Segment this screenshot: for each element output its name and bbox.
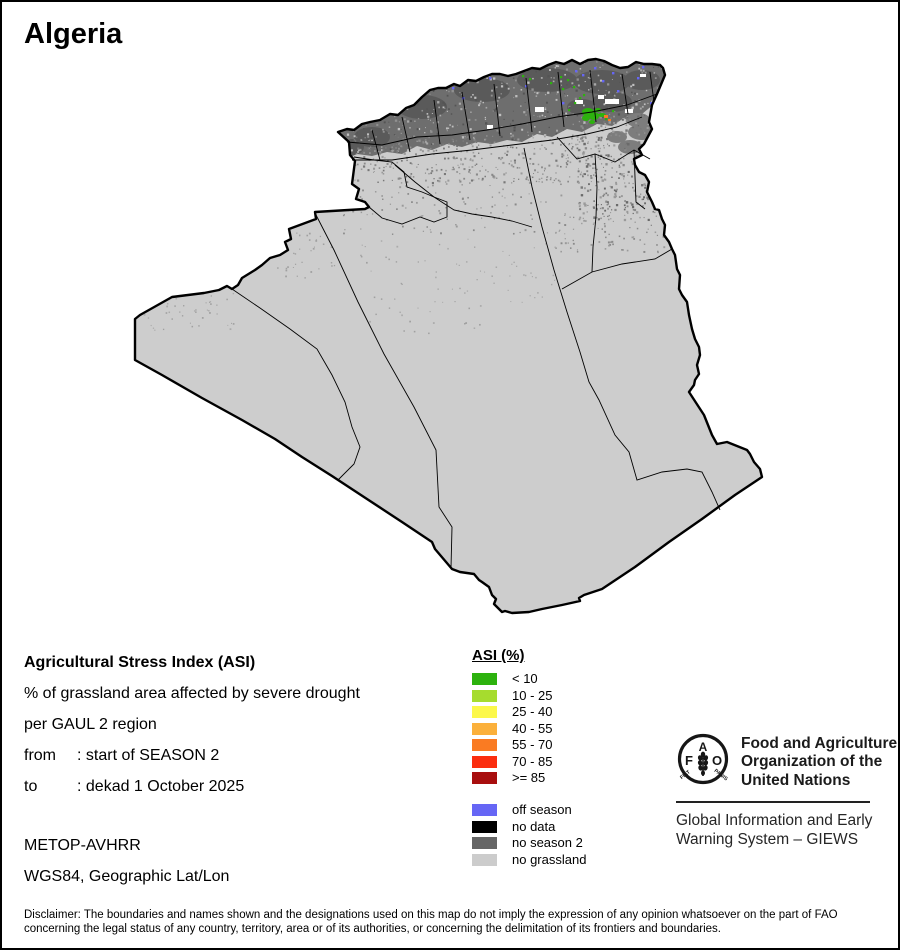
fao-logo-letter-o: O xyxy=(712,753,722,768)
legend-swatch xyxy=(472,804,497,816)
legend-class-row: 70 - 85 xyxy=(472,753,586,769)
giews-line1: Global Information and Early xyxy=(676,812,873,829)
fao-name-line3: United Nations xyxy=(741,771,851,789)
legend-swatch xyxy=(472,739,497,751)
page-title: Algeria xyxy=(24,18,123,50)
wheat-ear-icon xyxy=(697,751,709,776)
period-from: from : start of SEASON 2 xyxy=(24,747,360,765)
fao-logo-letter-f: F xyxy=(685,753,693,768)
legend-class-list: < 10 10 - 25 25 - 40 40 - 55 55 - 70 70 - 85 >… xyxy=(472,671,586,785)
legend-label: off season xyxy=(512,802,572,817)
from-value: : start of SEASON 2 xyxy=(77,747,220,764)
fao-name-line1: Food and Agriculture xyxy=(741,735,898,752)
projection-name: WGS84, Geographic Lat/Lon xyxy=(24,868,230,885)
disclaimer-text: Disclaimer: The boundaries and names sho… xyxy=(24,909,838,935)
legend-class-row: < 10 xyxy=(472,671,586,686)
fao-name: Food and Agriculture Organization of the… xyxy=(741,735,897,790)
fao-name-line2: Organization of the xyxy=(741,753,883,771)
asi-desc-line2: per GAUL 2 region xyxy=(24,716,157,733)
giews-line2: Warning System – GIEWS xyxy=(676,830,859,848)
legend-class-row: >= 85 xyxy=(472,770,586,785)
legend-swatch xyxy=(472,673,497,685)
sensor-name: METOP-AVHRR xyxy=(24,837,141,854)
legend-extra-row: off season xyxy=(472,802,586,817)
legend-extra-list: off season no data no season 2 no grassland xyxy=(472,802,587,867)
legend-class-row: 10 - 25 xyxy=(472,687,586,703)
legend-label: 10 - 25 xyxy=(512,687,553,703)
legend-label: no data xyxy=(512,818,556,834)
legend-swatch xyxy=(472,772,497,784)
legend-swatch xyxy=(472,722,497,735)
from-label: from xyxy=(24,747,56,764)
legend-swatch xyxy=(472,689,497,702)
legend-swatch xyxy=(472,837,497,849)
asi-heading: Agricultural Stress Index (ASI) xyxy=(24,654,256,671)
to-value: : dekad 1 October 2025 xyxy=(77,778,245,795)
sensor-block: METOP-AVHRR WGS84, Geographic Lat/Lon xyxy=(24,837,229,899)
legend-class-row: 40 - 55 xyxy=(472,720,586,736)
legend-label: 70 - 85 xyxy=(512,753,553,769)
fao-logo: A F O FIAT PANIS xyxy=(677,733,729,785)
legend-label: 55 - 70 xyxy=(512,737,553,752)
map-info-block: Agricultural Stress Index (ASI) % of gra… xyxy=(24,654,360,809)
legend-title: ASI (%) xyxy=(472,647,525,664)
asi-desc-line1: % of grassland area affected by severe d… xyxy=(24,685,360,702)
legend-label: >= 85 xyxy=(512,770,546,785)
legend-swatch xyxy=(472,706,497,718)
legend-extra-row: no season 2 xyxy=(472,835,586,850)
legend-class-row: 25 - 40 xyxy=(472,704,586,719)
legend-label: 25 - 40 xyxy=(512,704,553,719)
to-label: to xyxy=(24,778,38,795)
legend-swatch xyxy=(472,820,497,833)
legend-label: 40 - 55 xyxy=(512,720,553,736)
legend-swatch xyxy=(472,755,497,768)
giews-name: Global Information and Early Warning Sys… xyxy=(676,812,872,849)
legend-label: no season 2 xyxy=(512,835,583,850)
legend-swatch xyxy=(472,853,497,866)
legend-extra-row: no data xyxy=(472,818,586,834)
legend-class-row: 55 - 70 xyxy=(472,737,586,752)
period-to: to : dekad 1 October 2025 xyxy=(24,778,360,796)
legend-extra-row: no grassland xyxy=(472,851,587,867)
legend-label: no grassland xyxy=(512,851,587,867)
asi-legend: ASI (%) < 10 10 - 25 25 - 40 40 - 55 55 - 70… xyxy=(472,647,586,870)
legend-label: < 10 xyxy=(512,671,538,686)
fao-logo-letter-a: A xyxy=(699,740,708,754)
org-divider xyxy=(676,801,870,803)
